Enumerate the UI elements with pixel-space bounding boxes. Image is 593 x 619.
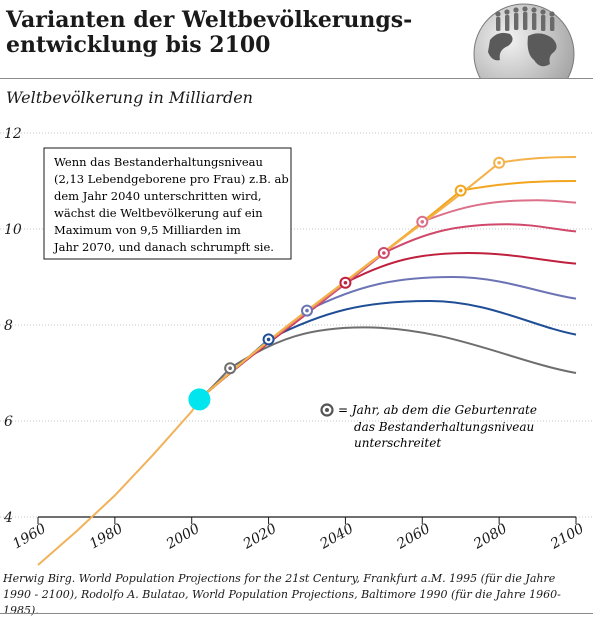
chart-title-line-2: entwicklung bis 2100: [6, 32, 271, 58]
series-marker-dot-1: [228, 366, 232, 371]
current-year-highlight: [188, 388, 211, 411]
x-tick-label: 2000: [163, 521, 203, 553]
series-line-3: [198, 275, 577, 401]
source-line-1: Herwig Birg. World Population Projection…: [3, 572, 556, 585]
y-tick-label: 10: [4, 222, 22, 238]
annotation-line-6: Jahr 2070, und danach schrumpft sie.: [53, 240, 274, 254]
x-tick-label: 2080: [470, 521, 510, 553]
series-line-1: [198, 326, 577, 401]
header-divider: [0, 78, 593, 79]
y-tick-label: 6: [4, 414, 13, 430]
annotation-line-1: Wenn das Bestanderhaltungsniveau: [54, 155, 263, 169]
marker-legend: = Jahr, ab dem die Geburtenrate das Best…: [320, 403, 537, 450]
chart-subtitle: Weltbevölkerung in Milliarden: [6, 88, 253, 107]
x-tick-label: 1980: [87, 521, 126, 553]
annotation-line-5: Maximum von 9,5 Milliarden im: [54, 223, 241, 237]
footer-divider: [0, 613, 593, 614]
source-line-2: 1990 - 2100), Rodolfo A. Bulatao, World …: [3, 588, 561, 617]
series-marker-dot-3: [305, 308, 309, 313]
legend-line-3: unterschreitet: [354, 436, 441, 450]
x-tick-label: 2040: [317, 521, 357, 553]
annotation-box: Wenn das Bestanderhaltungsniveau (2,13 L…: [43, 147, 292, 260]
x-tick-label: 2100: [547, 521, 587, 553]
series-marker-dot-8: [497, 160, 501, 165]
chart-title-line-1: Varianten der Weltbevölkerungs-: [6, 7, 413, 33]
series-marker-dot-2: [266, 337, 271, 342]
annotation-line-3: dem Jahr 2040 unterschritten wird,: [54, 189, 261, 203]
globe-people-icon: [473, 3, 575, 78]
x-tick-label: 2020: [240, 521, 280, 553]
series-line-4: [198, 251, 577, 401]
legend-line-2: das Bestanderhaltungsniveau: [354, 420, 534, 434]
series-marker-dot-4: [343, 280, 348, 285]
y-tick-label: 12: [4, 126, 22, 142]
chart-markers: [188, 156, 506, 411]
series-marker-dot-6: [420, 220, 425, 224]
x-tick-label: 2060: [393, 521, 433, 553]
chart-title: Varianten der Weltbevölkerungs- entwickl…: [6, 8, 436, 58]
annotation-line-4: wächst die Weltbevölkerung auf ein: [54, 206, 263, 220]
y-tick-label: 8: [4, 318, 13, 334]
y-tick-label: 4: [3, 510, 13, 526]
series-marker-dot-5: [382, 251, 386, 255]
source-note: Herwig Birg. World Population Projection…: [3, 571, 593, 619]
history-line: [37, 398, 201, 566]
series-marker-dot-7: [458, 188, 463, 193]
annotation-line-2: (2,13 Lebendgeborene pro Frau) z.B. ab: [54, 172, 289, 186]
x-tick-label: 1960: [10, 521, 49, 553]
legend-line-1: = Jahr, ab dem die Geburtenrate: [338, 403, 537, 417]
